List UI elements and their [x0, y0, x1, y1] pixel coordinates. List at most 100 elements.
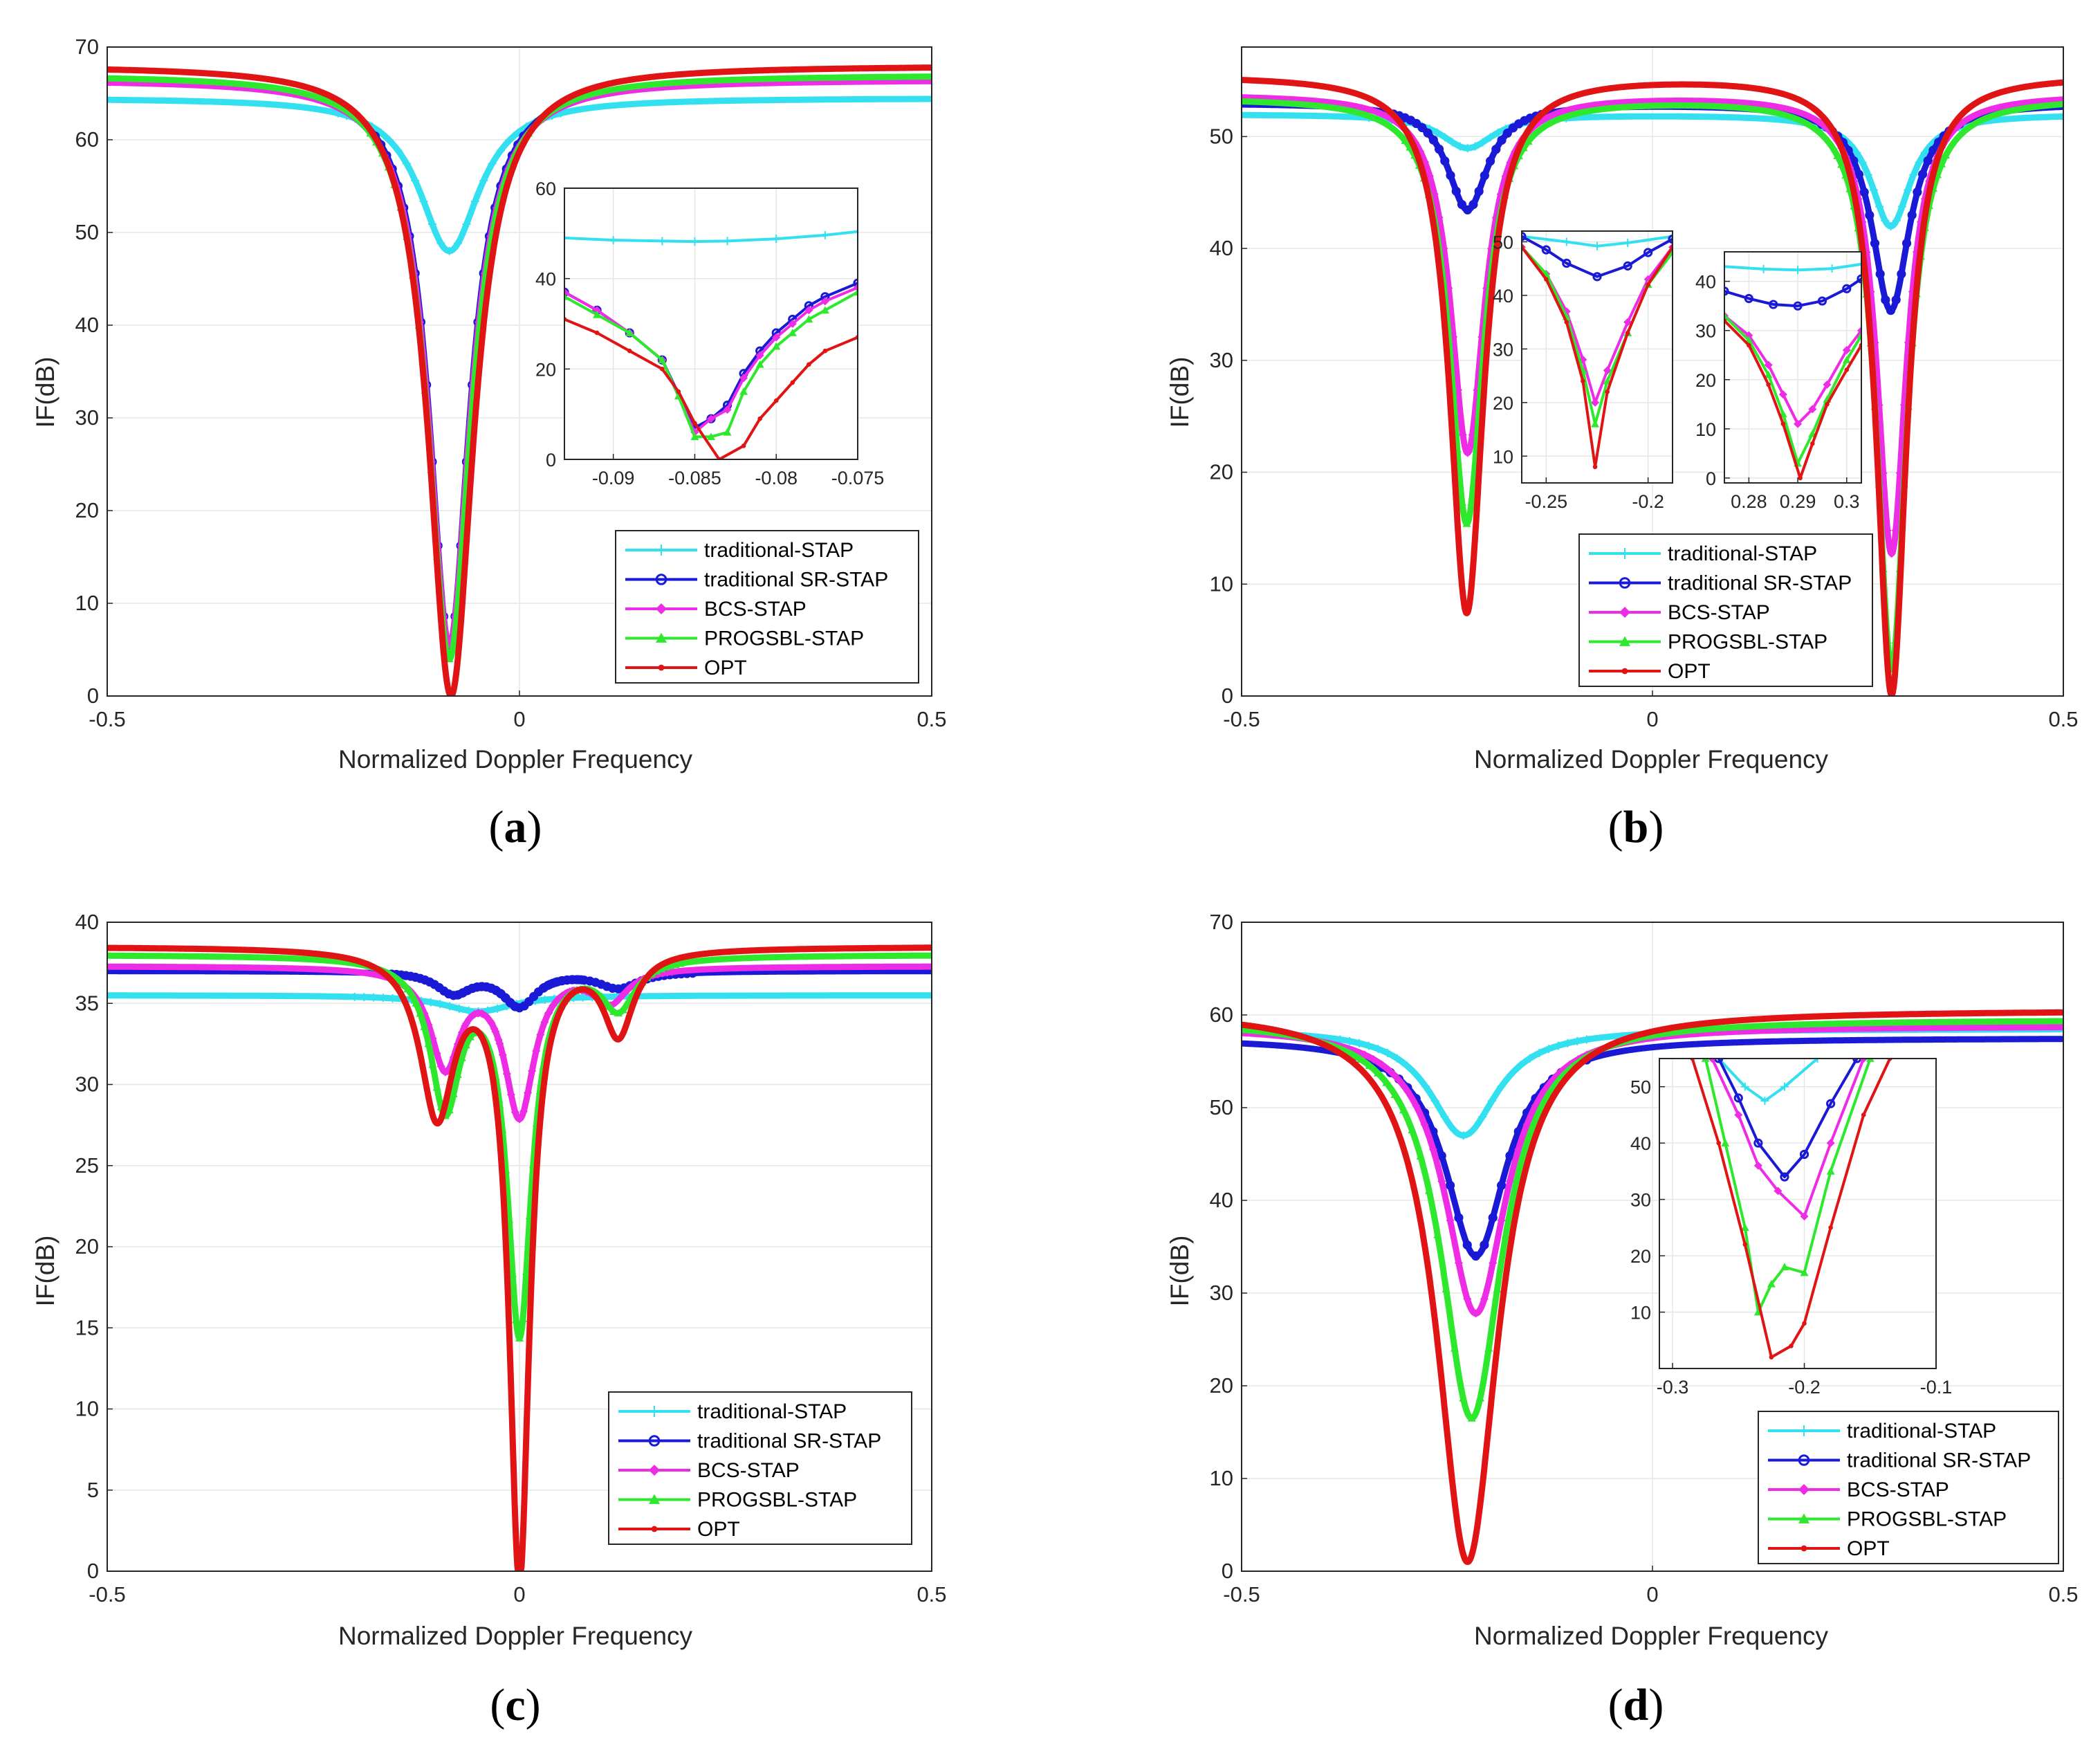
inset-data-point	[772, 333, 781, 342]
data-point-marker	[579, 976, 589, 985]
inset-plot: -0.3 -0.2 -0.1 10 20 30 40 50	[1630, 1058, 1952, 1398]
data-point-marker	[524, 136, 529, 141]
legend-label: OPT	[1668, 660, 1711, 683]
legend-item: traditional-STAP	[625, 539, 854, 562]
legend-item: BCS-STAP	[1768, 1478, 1949, 1501]
inset-data-point	[1646, 282, 1650, 287]
data-point-marker	[1493, 1285, 1502, 1293]
data-point-marker	[367, 126, 372, 131]
data-point-marker	[461, 1021, 470, 1030]
data-point-marker	[377, 968, 383, 973]
data-point-marker	[1473, 516, 1479, 522]
data-point-marker	[1848, 172, 1852, 177]
data-point-marker	[1471, 1309, 1480, 1318]
data-point-marker	[536, 1030, 545, 1039]
inset-plot: -0.09 -0.085 -0.08 -0.075 0 20 40 60	[535, 178, 884, 488]
data-point-marker	[1392, 1054, 1401, 1063]
data-point-marker	[1524, 137, 1533, 145]
inset-data-point	[1842, 356, 1851, 364]
legend-marker	[656, 632, 667, 643]
legend-marker	[656, 544, 667, 556]
inset-series-line	[1522, 235, 1673, 278]
inset-series-group	[564, 227, 858, 459]
legend-label: traditional-STAP	[697, 1400, 847, 1423]
data-point-marker	[1471, 142, 1480, 151]
y-tick-label: 5	[87, 1478, 99, 1502]
data-point-marker	[1433, 128, 1442, 137]
data-point-marker	[1522, 1120, 1531, 1129]
data-point-marker	[1839, 145, 1844, 151]
inset-data-point	[609, 236, 618, 245]
inset-data-point	[1753, 1161, 1762, 1170]
data-point-marker	[628, 1008, 634, 1014]
data-point-marker	[570, 991, 575, 996]
panel-caption: (d)	[1608, 1680, 1664, 1730]
inset-data-point	[1780, 1263, 1789, 1271]
legend-label: traditional SR-STAP	[697, 1430, 881, 1453]
data-point-marker	[360, 993, 369, 1002]
data-point-marker	[616, 1037, 621, 1042]
series-line-opt	[1242, 1009, 2063, 1566]
x-tick-label: 0.3	[1834, 491, 1860, 512]
inset-data-point	[707, 432, 715, 441]
data-point-marker	[1901, 238, 1912, 248]
y-tick-label: 15	[75, 1315, 99, 1339]
inset-data-point	[1643, 248, 1653, 257]
data-point-marker	[1943, 135, 1949, 140]
data-point-marker	[492, 1004, 501, 1013]
inset-data-point	[1780, 421, 1786, 427]
data-point-marker	[1937, 160, 1946, 167]
data-point-marker	[462, 219, 471, 228]
data-point-marker	[1939, 145, 1944, 150]
data-point-marker	[618, 1005, 627, 1014]
data-point-marker	[468, 1027, 473, 1032]
x-tick-label: -0.25	[1525, 491, 1568, 512]
legend-marker	[1800, 1545, 1807, 1552]
data-point-marker	[1514, 1145, 1523, 1154]
data-point-marker	[1886, 222, 1895, 231]
data-point-marker	[524, 997, 534, 1007]
data-point-marker	[1467, 1413, 1476, 1422]
data-point-marker	[1354, 1038, 1363, 1047]
data-point-marker	[1887, 549, 1896, 558]
data-point-marker	[1457, 497, 1466, 506]
inset-data-point	[755, 360, 764, 368]
data-point-marker	[1388, 1112, 1393, 1117]
y-tick-label: 40	[1630, 1133, 1651, 1154]
data-point-marker	[522, 1470, 528, 1476]
data-point-marker	[608, 983, 618, 994]
inset-data-point	[1522, 232, 1527, 241]
data-point-marker	[439, 1115, 444, 1119]
data-point-marker	[1835, 136, 1840, 141]
data-point-marker	[1928, 145, 1938, 155]
data-point-marker	[445, 1002, 454, 1011]
inset-data-point	[723, 428, 732, 436]
y-tick-label: 60	[75, 127, 99, 152]
data-point-marker	[1365, 1061, 1374, 1069]
data-point-marker	[511, 163, 517, 168]
data-point-marker	[1420, 1120, 1429, 1129]
data-point-marker	[1401, 136, 1410, 145]
data-point-marker	[1421, 174, 1427, 180]
data-point-marker	[1434, 144, 1444, 154]
x-tick-label: -0.08	[755, 468, 798, 488]
data-point-marker	[610, 998, 619, 1007]
data-point-marker	[486, 1052, 490, 1057]
data-point-marker	[1380, 1095, 1385, 1100]
inset-data-point	[1780, 1172, 1789, 1182]
data-point-marker	[1891, 526, 1900, 535]
data-point-marker	[412, 998, 421, 1007]
data-point-marker	[528, 1292, 533, 1297]
legend-item: PROGSBL-STAP	[625, 628, 864, 650]
data-point-marker	[1545, 1045, 1554, 1054]
data-point-marker	[445, 246, 454, 255]
inset-data-point	[757, 416, 762, 421]
data-point-marker	[388, 994, 397, 1002]
data-point-marker	[1497, 1216, 1506, 1225]
data-point-marker	[611, 1034, 617, 1039]
inset-data-point	[1794, 419, 1803, 428]
inset-data-point	[1794, 266, 1803, 275]
data-point-marker	[449, 1090, 458, 1097]
data-point-marker	[1482, 1463, 1487, 1467]
data-point-marker	[1446, 170, 1455, 181]
